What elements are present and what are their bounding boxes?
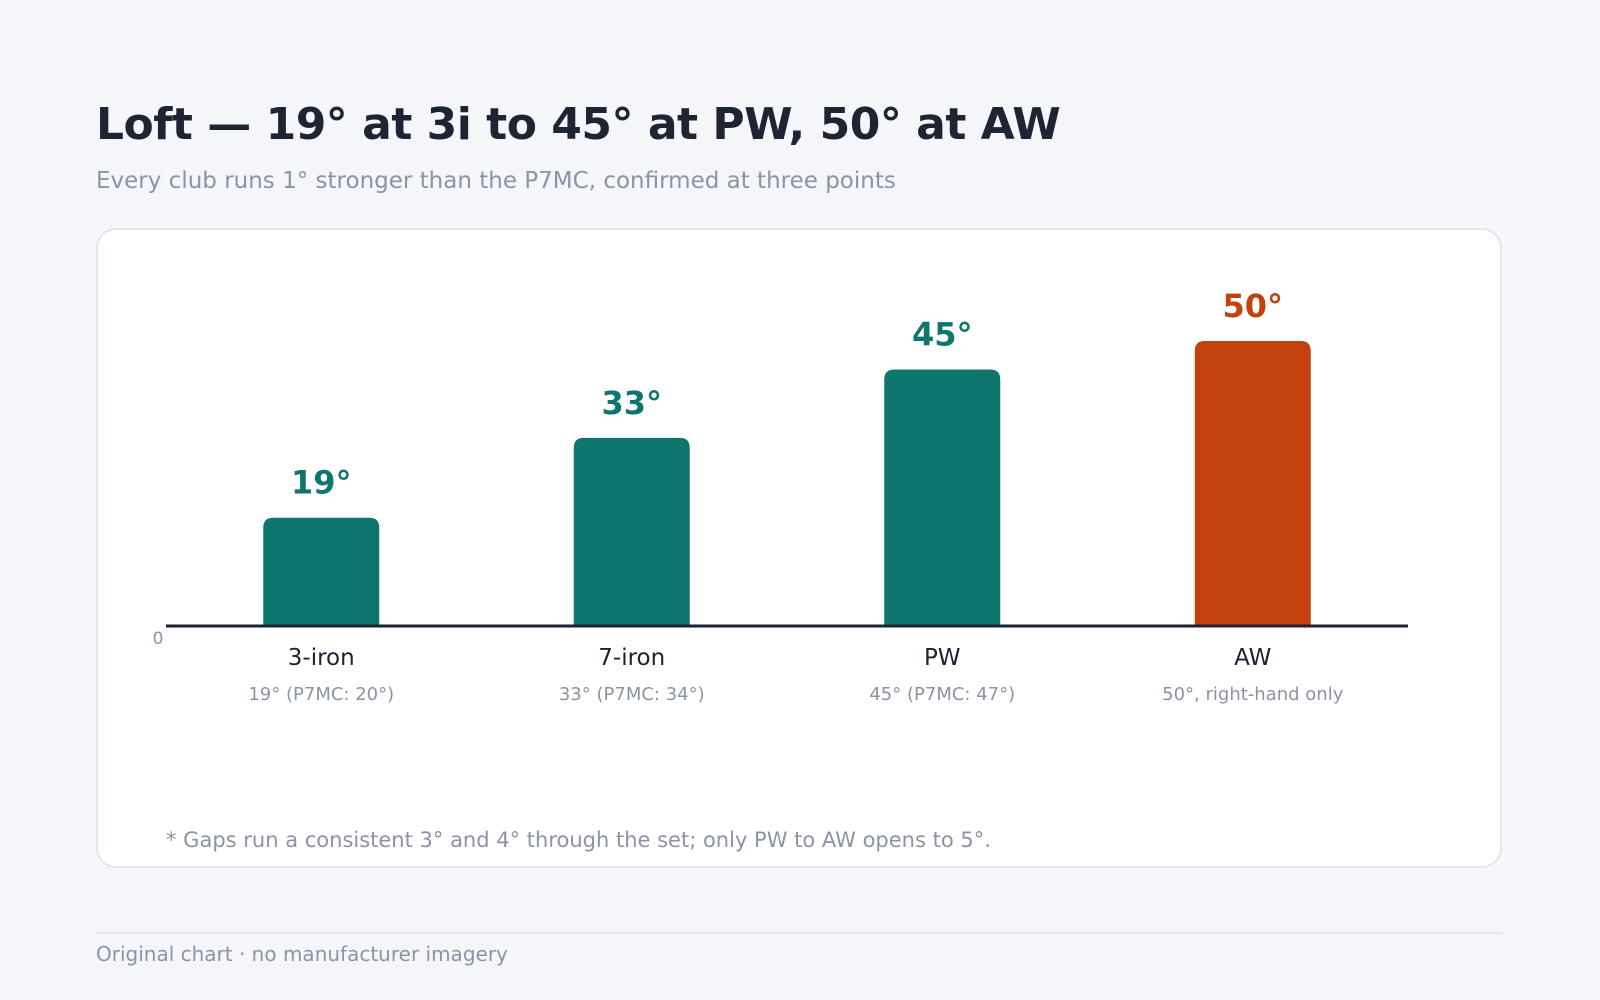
bar-7-iron bbox=[573, 437, 690, 626]
category-sublabel: 33° (P7MC: 34°) bbox=[559, 684, 705, 705]
loft-bar-chart: 19° 3-iron 19° (P7MC: 20°) 33° 7-iron 33° (P7… bbox=[153, 287, 1408, 705]
category-label: AW bbox=[1234, 645, 1271, 671]
bar-value-label: 33° bbox=[601, 384, 662, 422]
bar-3-iron bbox=[263, 517, 380, 626]
chart-title: Loft — 19° at 3i to 45° at PW, 50° at AW bbox=[96, 99, 1061, 150]
bar-pw bbox=[884, 369, 1001, 626]
category-sublabel: 19° (P7MC: 20°) bbox=[248, 684, 394, 705]
bar-value-label: 50° bbox=[1222, 287, 1283, 325]
category-label: 7-iron bbox=[598, 645, 665, 671]
footer-divider bbox=[96, 932, 1502, 934]
chart-card: 19° 3-iron 19° (P7MC: 20°) 33° 7-iron 33° (P7… bbox=[96, 228, 1502, 868]
category-sublabel: 45° (P7MC: 47°) bbox=[869, 684, 1015, 705]
chart-footnote: * Gaps run a consistent 3° and 4° throug… bbox=[166, 828, 991, 852]
bar-aw bbox=[1194, 341, 1311, 626]
category-label: 3-iron bbox=[288, 645, 355, 671]
category-sublabel: 50°, right-hand only bbox=[1162, 684, 1344, 705]
credit-line: Original chart · no manufacturer imagery bbox=[96, 942, 508, 966]
category-label: PW bbox=[924, 645, 961, 671]
y-axis-zero-tick: 0 bbox=[153, 629, 164, 649]
bar-value-label: 45° bbox=[912, 316, 973, 354]
bar-value-label: 19° bbox=[291, 464, 352, 502]
chart-subtitle: Every club runs 1° stronger than the P7M… bbox=[96, 168, 896, 194]
